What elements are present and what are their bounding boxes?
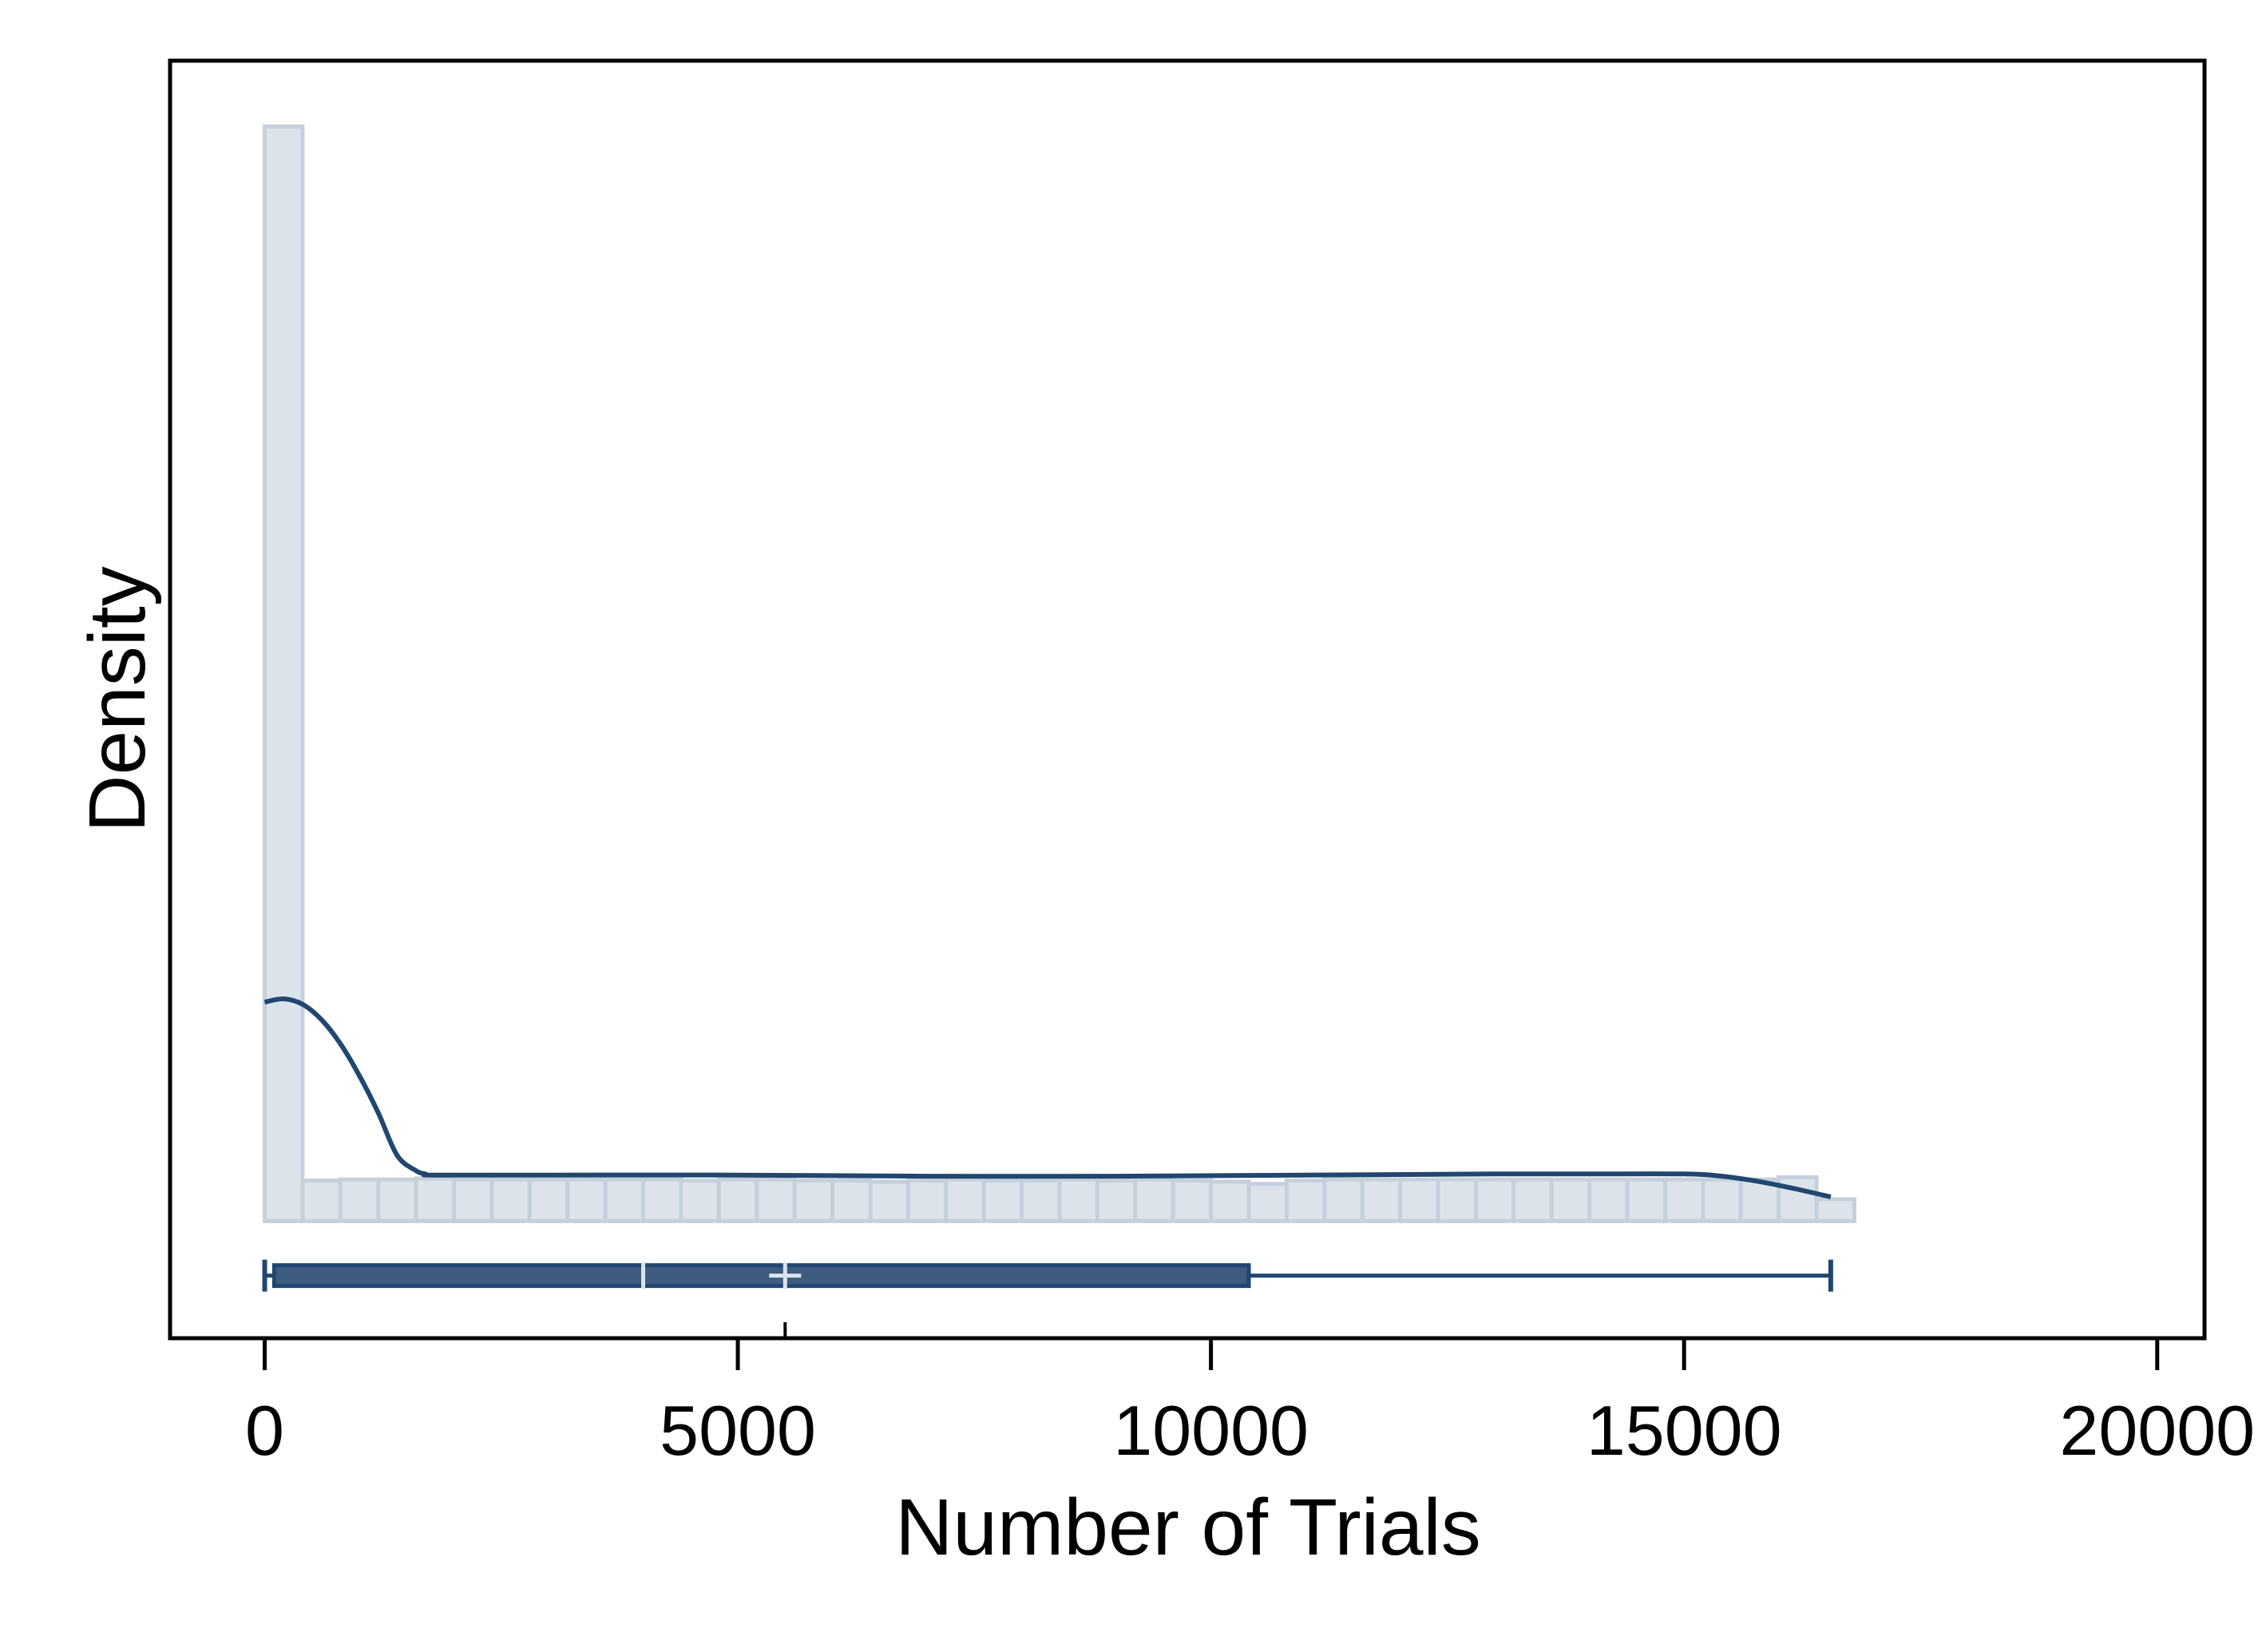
histogram-bar [1587, 1177, 1630, 1223]
histogram-bar [1777, 1175, 1819, 1223]
histogram-bar [1360, 1177, 1403, 1223]
x-axis: 0 5000 10000 15000 20000 [245, 1338, 2255, 1470]
histogram-bar [1246, 1182, 1289, 1223]
histogram-bar [755, 1177, 797, 1223]
histogram-bar [1398, 1177, 1440, 1223]
histogram-bar [1095, 1179, 1138, 1223]
histogram-bar [263, 124, 305, 1223]
x-axis-title: Number of Trials [895, 1483, 1481, 1572]
histogram-bar [414, 1176, 457, 1223]
histogram-bar [868, 1179, 910, 1223]
histogram-bar [1625, 1177, 1667, 1223]
histogram-bar [830, 1179, 873, 1223]
histogram-bar [1701, 1177, 1743, 1223]
histogram-bar [981, 1179, 1024, 1223]
box-plot [262, 1259, 1833, 1338]
x-tick-label: 15000 [1587, 1391, 1782, 1470]
density-curve [263, 996, 1832, 1200]
histogram-bar [1057, 1177, 1099, 1223]
plot-frame [168, 58, 2207, 1341]
histogram-bar [338, 1177, 381, 1223]
histogram-bar [376, 1177, 418, 1223]
histogram-bar [716, 1177, 759, 1223]
histogram-bar [1473, 1177, 1516, 1223]
histogram-bar [1511, 1177, 1554, 1223]
histogram-bars [263, 124, 1857, 1223]
x-tick-label: 10000 [1113, 1391, 1309, 1470]
histogram-bar [300, 1179, 343, 1223]
x-tick-label: 20000 [2059, 1391, 2255, 1470]
histogram-bar [1662, 1177, 1705, 1223]
histogram-bar [792, 1179, 835, 1223]
box-iqr [271, 1263, 1251, 1289]
histogram-bar [565, 1177, 608, 1223]
histogram-bar [1171, 1179, 1214, 1223]
histogram-bar [1322, 1177, 1365, 1223]
x-tick-label: 5000 [660, 1391, 816, 1470]
x-tick-label: 0 [245, 1391, 284, 1470]
histogram-bar [452, 1177, 494, 1223]
histogram-bar [944, 1177, 986, 1223]
histogram-bar [1020, 1179, 1062, 1223]
histogram-bar [527, 1177, 570, 1223]
histogram-bar [1549, 1177, 1592, 1223]
histogram-bar [679, 1179, 721, 1223]
histogram-bar [1209, 1179, 1251, 1223]
histogram-bar [489, 1177, 532, 1223]
histogram-bar [1133, 1177, 1175, 1223]
histogram-bar [603, 1177, 646, 1223]
density-curve-layer [263, 996, 1832, 1200]
histogram-bar [905, 1179, 949, 1223]
y-axis-title: Density [73, 566, 162, 832]
histogram-bar [1284, 1179, 1327, 1223]
histogram-bar [641, 1177, 683, 1223]
histogram-bar [1436, 1177, 1478, 1223]
histogram-bar [1814, 1197, 1857, 1223]
